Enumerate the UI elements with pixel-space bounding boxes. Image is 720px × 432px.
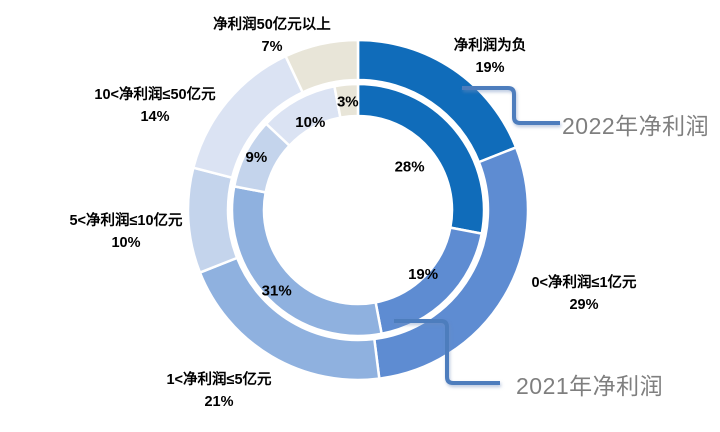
category-label-cat5: 净利润50亿元以上 7%: [213, 14, 331, 58]
data-label-2021-cat3: 9%: [246, 149, 268, 166]
data-label-2021-cat2: 31%: [262, 282, 292, 299]
category-label-cat2: 1<净利润≤5亿元 21%: [166, 369, 271, 413]
donut-segment-2022-cat3: [186, 166, 239, 275]
data-label-2022-cat2: 21%: [204, 394, 234, 410]
series-label-2022: 2022年净利润: [562, 113, 710, 139]
callout-connector-2021: [394, 319, 500, 385]
category-label-cat4: 10<净利润≤50亿元 14%: [94, 84, 215, 128]
data-label-2021-cat4: 10%: [295, 114, 325, 131]
category-label-cat3: 5<净利润≤10亿元 10%: [69, 210, 182, 254]
series-label-2021: 2021年净利润: [516, 373, 664, 399]
data-label-2021-cat5: 3%: [337, 93, 359, 110]
category-name-cat5: 净利润50亿元以上: [213, 17, 331, 33]
data-label-2021-cat0: 28%: [395, 158, 425, 175]
category-label-cat1: 0<净利润≤1亿元 29%: [531, 272, 636, 316]
category-name-cat3: 5<净利润≤10亿元: [69, 213, 183, 229]
data-label-2022-cat1: 29%: [569, 297, 599, 313]
data-label-2022-cat3: 10%: [111, 235, 141, 251]
data-label-2022-cat4: 14%: [140, 109, 170, 125]
category-name-cat4: 10<净利润≤50亿元: [94, 87, 216, 103]
category-label-cat0: 净利润为负 19%: [454, 35, 527, 79]
data-label-2021-cat1: 19%: [408, 266, 438, 283]
data-label-2022-cat5: 7%: [261, 39, 283, 55]
donut-segment-2022-cat5: [283, 38, 360, 95]
category-name-cat2: 1<净利润≤5亿元: [166, 372, 272, 388]
category-name-cat0: 净利润为负: [453, 38, 527, 54]
data-label-2022-cat0: 19%: [475, 60, 505, 76]
donut-segment-2021-cat5: [332, 82, 360, 120]
callout-connector-2022: [462, 86, 560, 125]
category-name-cat1: 0<净利润≤1亿元: [531, 275, 637, 291]
